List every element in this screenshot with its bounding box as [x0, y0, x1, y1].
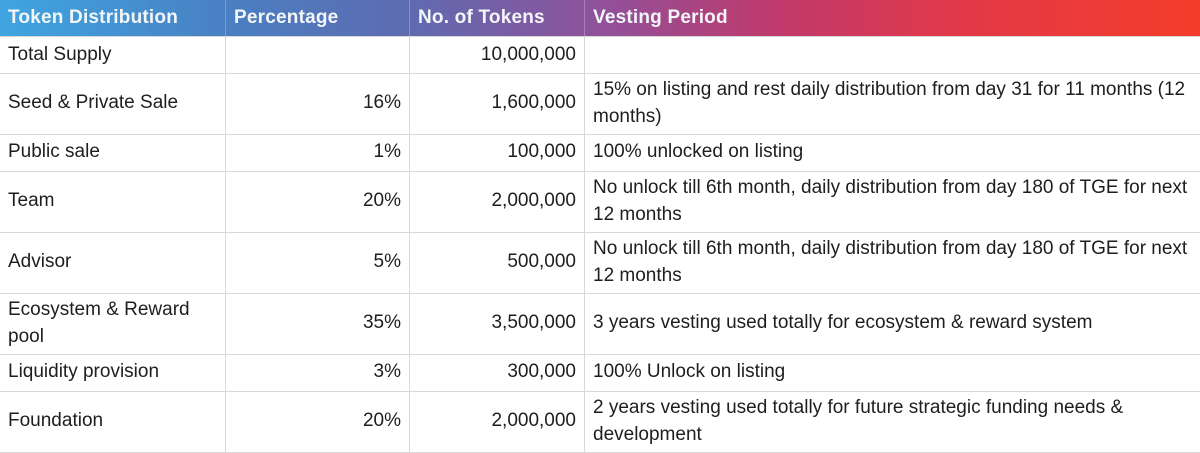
table-row-total-supply: Total Supply 10,000,000 — [0, 36, 1200, 73]
table-row-advisor: Advisor 5% 500,000 No unlock till 6th mo… — [0, 231, 1200, 293]
cell-percentage: 20% — [226, 391, 410, 452]
cell-allocation-name: Seed & Private Sale — [0, 74, 226, 134]
cell-percentage: 5% — [226, 232, 410, 293]
cell-tokens: 300,000 — [410, 354, 585, 391]
table-row-liquidity-provision: Liquidity provision 3% 300,000 100% Unlo… — [0, 353, 1200, 391]
cell-vesting: No unlock till 6th month, daily distribu… — [593, 237, 1188, 286]
cell-allocation-name: Advisor — [0, 232, 226, 293]
table-row-seed-private-sale: Seed & Private Sale 16% 1,600,000 15% on… — [0, 73, 1200, 134]
cell-percentage: 35% — [226, 293, 410, 354]
cell-allocation-name: Total Supply — [0, 37, 226, 73]
cell-vesting — [585, 37, 1200, 73]
cell-vesting: 15% on listing and rest daily distributi… — [593, 79, 1186, 127]
cell-allocation-name: Team — [0, 171, 226, 232]
cell-percentage: 3% — [226, 354, 410, 391]
cell-allocation-name: Foundation — [0, 391, 226, 452]
table-row-public-sale: Public sale 1% 100,000 100% unlocked on … — [0, 133, 1200, 171]
cell-percentage: 20% — [226, 171, 410, 232]
column-header-vesting-period: Vesting Period — [593, 7, 728, 28]
cell-allocation-name: Liquidity provision — [0, 354, 226, 391]
cell-vesting: No unlock till 6th month, daily distribu… — [593, 176, 1188, 225]
cell-allocation-name: Ecosystem & Reward pool — [0, 293, 226, 354]
cell-percentage — [226, 37, 410, 73]
table-row-ecosystem-reward-pool: Ecosystem & Reward pool 35% 3,500,000 3 … — [0, 292, 1200, 354]
cell-vesting: 100% Unlock on listing — [593, 361, 786, 383]
column-header-percentage: Percentage — [226, 0, 410, 36]
table-row-team: Team 20% 2,000,000 No unlock till 6th mo… — [0, 170, 1200, 232]
cell-tokens: 3,500,000 — [410, 293, 585, 354]
table-header-row: Token Distribution Percentage No. of Tok… — [0, 0, 1200, 36]
cell-tokens: 2,000,000 — [410, 171, 585, 232]
cell-tokens: 100,000 — [410, 134, 585, 171]
cell-vesting: 3 years vesting used totally for ecosyst… — [593, 312, 1093, 334]
cell-tokens: 1,600,000 — [410, 74, 585, 134]
cell-vesting: 100% unlocked on listing — [593, 141, 804, 163]
column-header-no-of-tokens: No. of Tokens — [410, 0, 585, 36]
cell-tokens: 500,000 — [410, 232, 585, 293]
cell-percentage: 16% — [226, 74, 410, 134]
cell-vesting: 2 years vesting used totally for future … — [593, 396, 1124, 445]
table-row-foundation: Foundation 20% 2,000,000 2 years vesting… — [0, 390, 1200, 452]
cell-allocation-name: Public sale — [0, 134, 226, 171]
cell-tokens: 2,000,000 — [410, 391, 585, 452]
cell-percentage: 1% — [226, 134, 410, 171]
cell-tokens: 10,000,000 — [410, 37, 585, 73]
column-header-token-distribution: Token Distribution — [0, 0, 226, 36]
